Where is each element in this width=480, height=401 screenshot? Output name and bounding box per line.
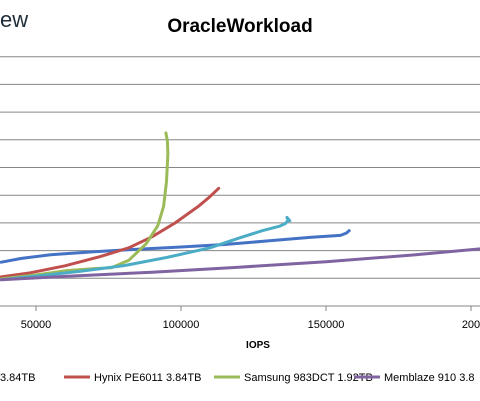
legend-label: 3.84TB <box>0 372 35 384</box>
legend-label: Samsung 983DCT 1.92TB <box>244 372 373 384</box>
x-tick-label: 200 <box>462 319 480 331</box>
legend-item: Memblaze 910 3.8 <box>354 372 475 384</box>
series-line <box>0 215 292 282</box>
chart-title: OracleWorkload <box>167 16 312 37</box>
gridlines <box>0 56 480 307</box>
series-line <box>0 186 221 279</box>
legend-label: Memblaze 910 3.8 <box>384 372 475 384</box>
legend-label: Hynix PE6011 3.84TB <box>94 372 201 384</box>
series-line <box>0 131 170 281</box>
legend: 3.84TB Hynix PE6011 3.84TB Samsung 983DCT … <box>0 372 475 384</box>
legend-item: Samsung 983DCT 1.92TB <box>214 372 373 384</box>
brand-fragment: ew <box>0 7 28 32</box>
legend-item: 3.84TB <box>0 372 35 384</box>
series-lines <box>0 131 480 282</box>
x-axis <box>0 305 480 311</box>
series-line <box>0 229 351 264</box>
series-line <box>0 247 480 282</box>
x-tick-label: 100000 <box>163 319 200 331</box>
x-tick-label: 50000 <box>21 319 52 331</box>
x-tick-labels: 50000 100000 150000 200 <box>21 319 480 331</box>
x-axis-label: IOPS <box>246 340 270 351</box>
x-tick-label: 150000 <box>308 319 345 331</box>
legend-item: Hynix PE6011 3.84TB <box>64 372 201 384</box>
